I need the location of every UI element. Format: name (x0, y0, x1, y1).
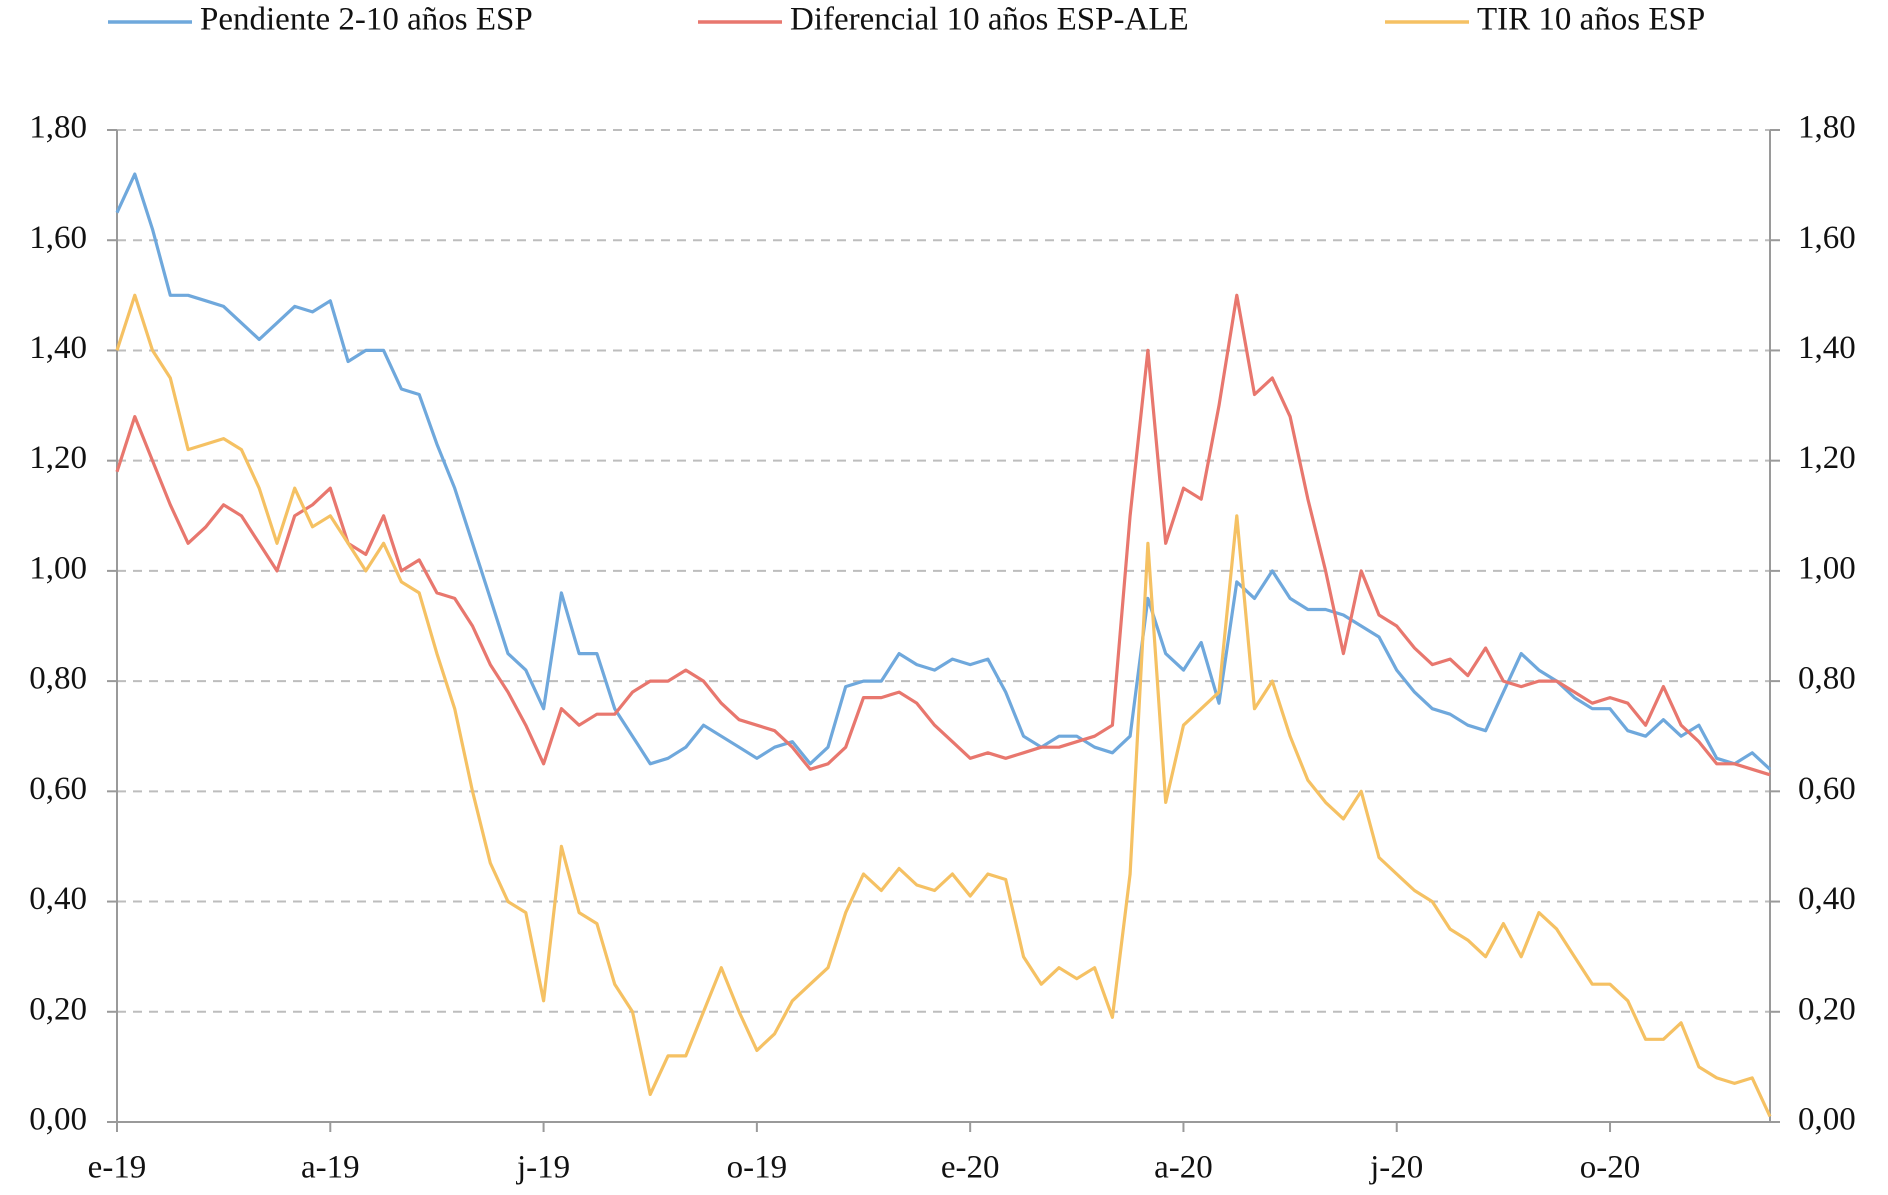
y-tick-label: 1,20 (29, 440, 87, 476)
x-tick-label: a-19 (301, 1150, 360, 1186)
y2-tick-label: 1,80 (1798, 110, 1856, 146)
y-tick-label: 0,00 (29, 1102, 87, 1138)
x-tick-label: a-20 (1154, 1150, 1213, 1186)
series-line (115, 172, 1772, 771)
y-tick-label: 1,80 (29, 110, 87, 146)
x-tick-label: j-20 (1369, 1150, 1423, 1186)
x-tick-label: o-19 (727, 1150, 788, 1186)
y-tick-label: 0,60 (29, 771, 87, 807)
series-line (115, 293, 1772, 1118)
x-tick-label: e-19 (88, 1150, 147, 1186)
y-tick-label: 1,00 (29, 550, 87, 586)
legend-label: TIR 10 años ESP (1477, 2, 1705, 38)
y2-tick-label: 0,60 (1798, 771, 1856, 807)
y2-tick-label: 1,00 (1798, 550, 1856, 586)
y2-tick-label: 1,60 (1798, 220, 1856, 256)
y2-tick-label: 0,40 (1798, 881, 1856, 917)
series-line (115, 293, 1771, 777)
y2-tick-label: 0,00 (1798, 1102, 1856, 1138)
y2-tick-label: 0,20 (1798, 991, 1856, 1027)
y-tick-label: 0,20 (29, 991, 87, 1027)
y2-tick-label: 1,40 (1798, 330, 1856, 366)
x-tick-label: e-20 (941, 1150, 1000, 1186)
y-tick-label: 0,80 (29, 661, 87, 697)
y2-tick-label: 0,80 (1798, 661, 1856, 697)
x-tick-label: o-20 (1580, 1150, 1641, 1186)
y-tick-label: 1,60 (29, 220, 87, 256)
y-tick-label: 0,40 (29, 881, 87, 917)
x-tick-label: j-19 (516, 1150, 570, 1186)
legend-label: Pendiente 2-10 años ESP (200, 2, 533, 38)
y-tick-label: 1,40 (29, 330, 87, 366)
y2-tick-label: 1,20 (1798, 440, 1856, 476)
legend-label: Diferencial 10 años ESP-ALE (790, 2, 1189, 38)
